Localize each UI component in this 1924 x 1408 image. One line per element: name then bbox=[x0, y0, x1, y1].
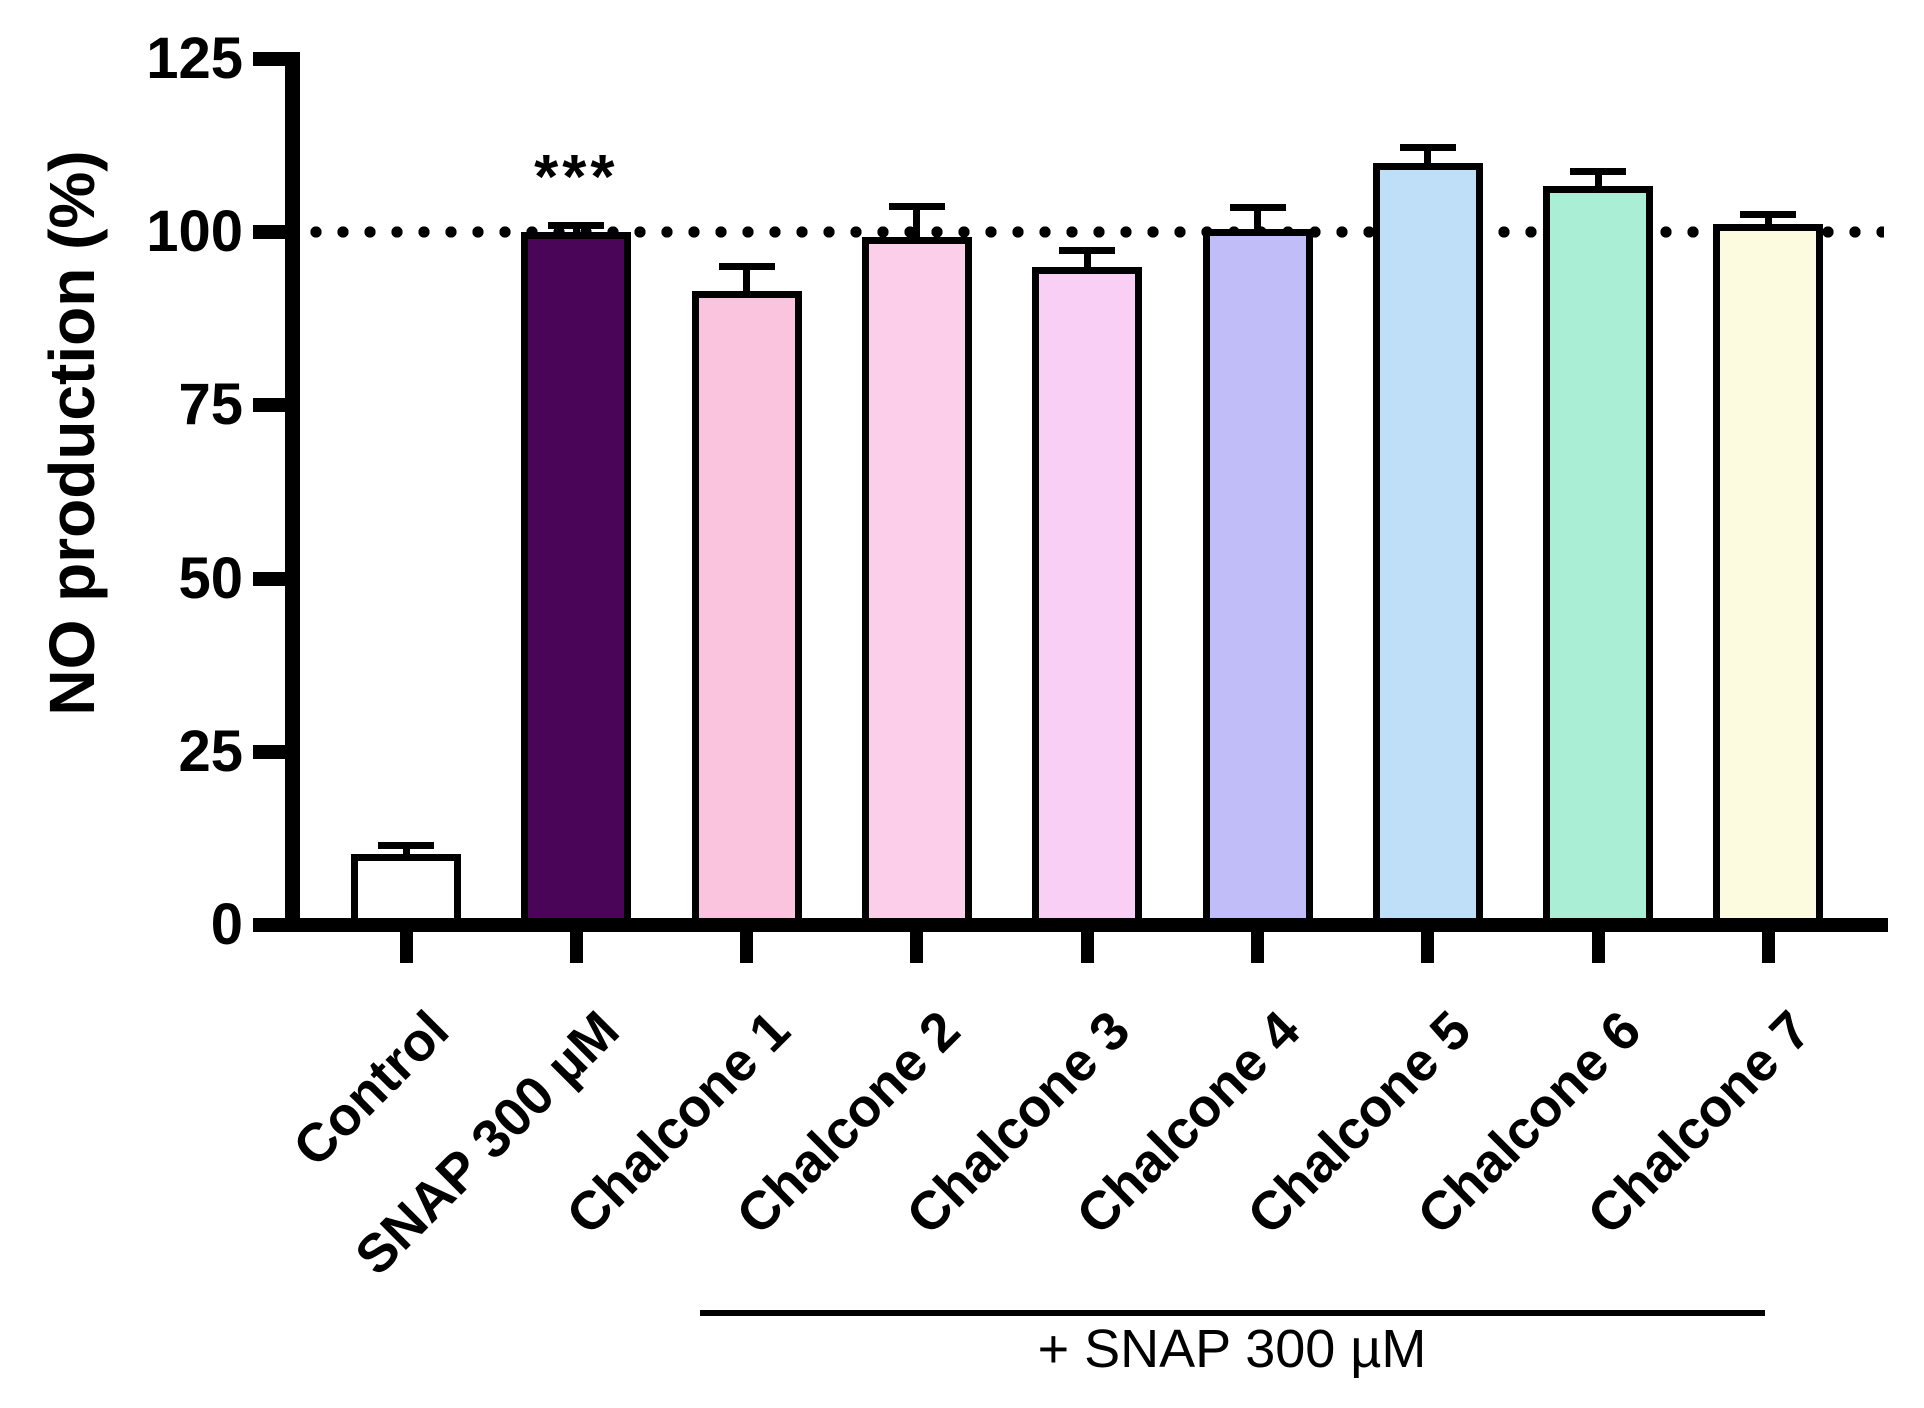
x-tick-mark bbox=[1251, 932, 1264, 963]
error-bar-stem bbox=[572, 225, 580, 234]
significance-asterisks: *** bbox=[534, 143, 619, 212]
error-bar-cap bbox=[1740, 210, 1797, 218]
error-bar-stem bbox=[1594, 171, 1602, 188]
x-tick-mark bbox=[569, 932, 583, 963]
x-category-label-1: Control bbox=[282, 999, 461, 1179]
bar-chalcone-4 bbox=[1202, 228, 1313, 932]
error-bar-cap bbox=[1570, 167, 1627, 175]
x-tick-mark bbox=[1591, 932, 1605, 963]
y-tick-mark-125 bbox=[253, 51, 285, 66]
error-bar-stem bbox=[743, 266, 751, 293]
error-bar-stem bbox=[1764, 214, 1772, 226]
bar-chalcone-1 bbox=[691, 290, 802, 932]
x-axis-line bbox=[285, 918, 1888, 932]
error-bar-stem bbox=[1254, 207, 1261, 231]
x-tick-mark bbox=[1421, 932, 1435, 963]
group-annotation-line bbox=[700, 1310, 1765, 1316]
y-tick-mark-100 bbox=[253, 225, 285, 239]
error-bar-cap bbox=[888, 202, 945, 210]
y-tick-mark-0 bbox=[253, 918, 285, 932]
bar-snap-300-m bbox=[521, 232, 632, 932]
bar-chalcone-3 bbox=[1032, 266, 1143, 932]
bar-chalcone-6 bbox=[1543, 185, 1654, 932]
error-bar-cap bbox=[378, 841, 434, 849]
y-tick-mark-50 bbox=[253, 571, 285, 586]
bar-chalcone-2 bbox=[861, 236, 972, 932]
x-tick-mark bbox=[740, 932, 754, 963]
bar-chalcone-5 bbox=[1372, 163, 1483, 932]
y-tick-mark-75 bbox=[253, 398, 285, 413]
x-tick-mark bbox=[1761, 932, 1775, 963]
error-bar-cap bbox=[1229, 204, 1286, 212]
error-bar-cap bbox=[1399, 144, 1456, 151]
y-tick-label-25: 25 bbox=[178, 718, 243, 784]
reference-line-100pct bbox=[310, 226, 1884, 238]
error-bar-stem bbox=[1424, 147, 1432, 166]
y-axis-line bbox=[285, 52, 300, 932]
error-bar-stem bbox=[913, 206, 921, 239]
bar-chalcone-7 bbox=[1713, 223, 1824, 932]
x-tick-mark bbox=[399, 932, 413, 963]
group-annotation-label: + SNAP 300 µM bbox=[1037, 1319, 1427, 1379]
error-bar-cap bbox=[718, 262, 775, 270]
y-tick-label-0: 0 bbox=[210, 892, 243, 957]
y-tick-label-125: 125 bbox=[146, 25, 243, 91]
y-tick-label-50: 50 bbox=[178, 545, 243, 611]
error-bar-cap bbox=[548, 222, 605, 230]
error-bar-stem bbox=[1083, 250, 1091, 269]
y-tick-label-100: 100 bbox=[146, 199, 243, 264]
error-bar-stem bbox=[402, 845, 410, 856]
y-tick-label-75: 75 bbox=[178, 372, 243, 438]
x-tick-mark bbox=[910, 932, 924, 963]
y-tick-mark-25 bbox=[253, 744, 285, 759]
x-tick-mark bbox=[1080, 932, 1094, 963]
error-bar-cap bbox=[1059, 247, 1116, 255]
